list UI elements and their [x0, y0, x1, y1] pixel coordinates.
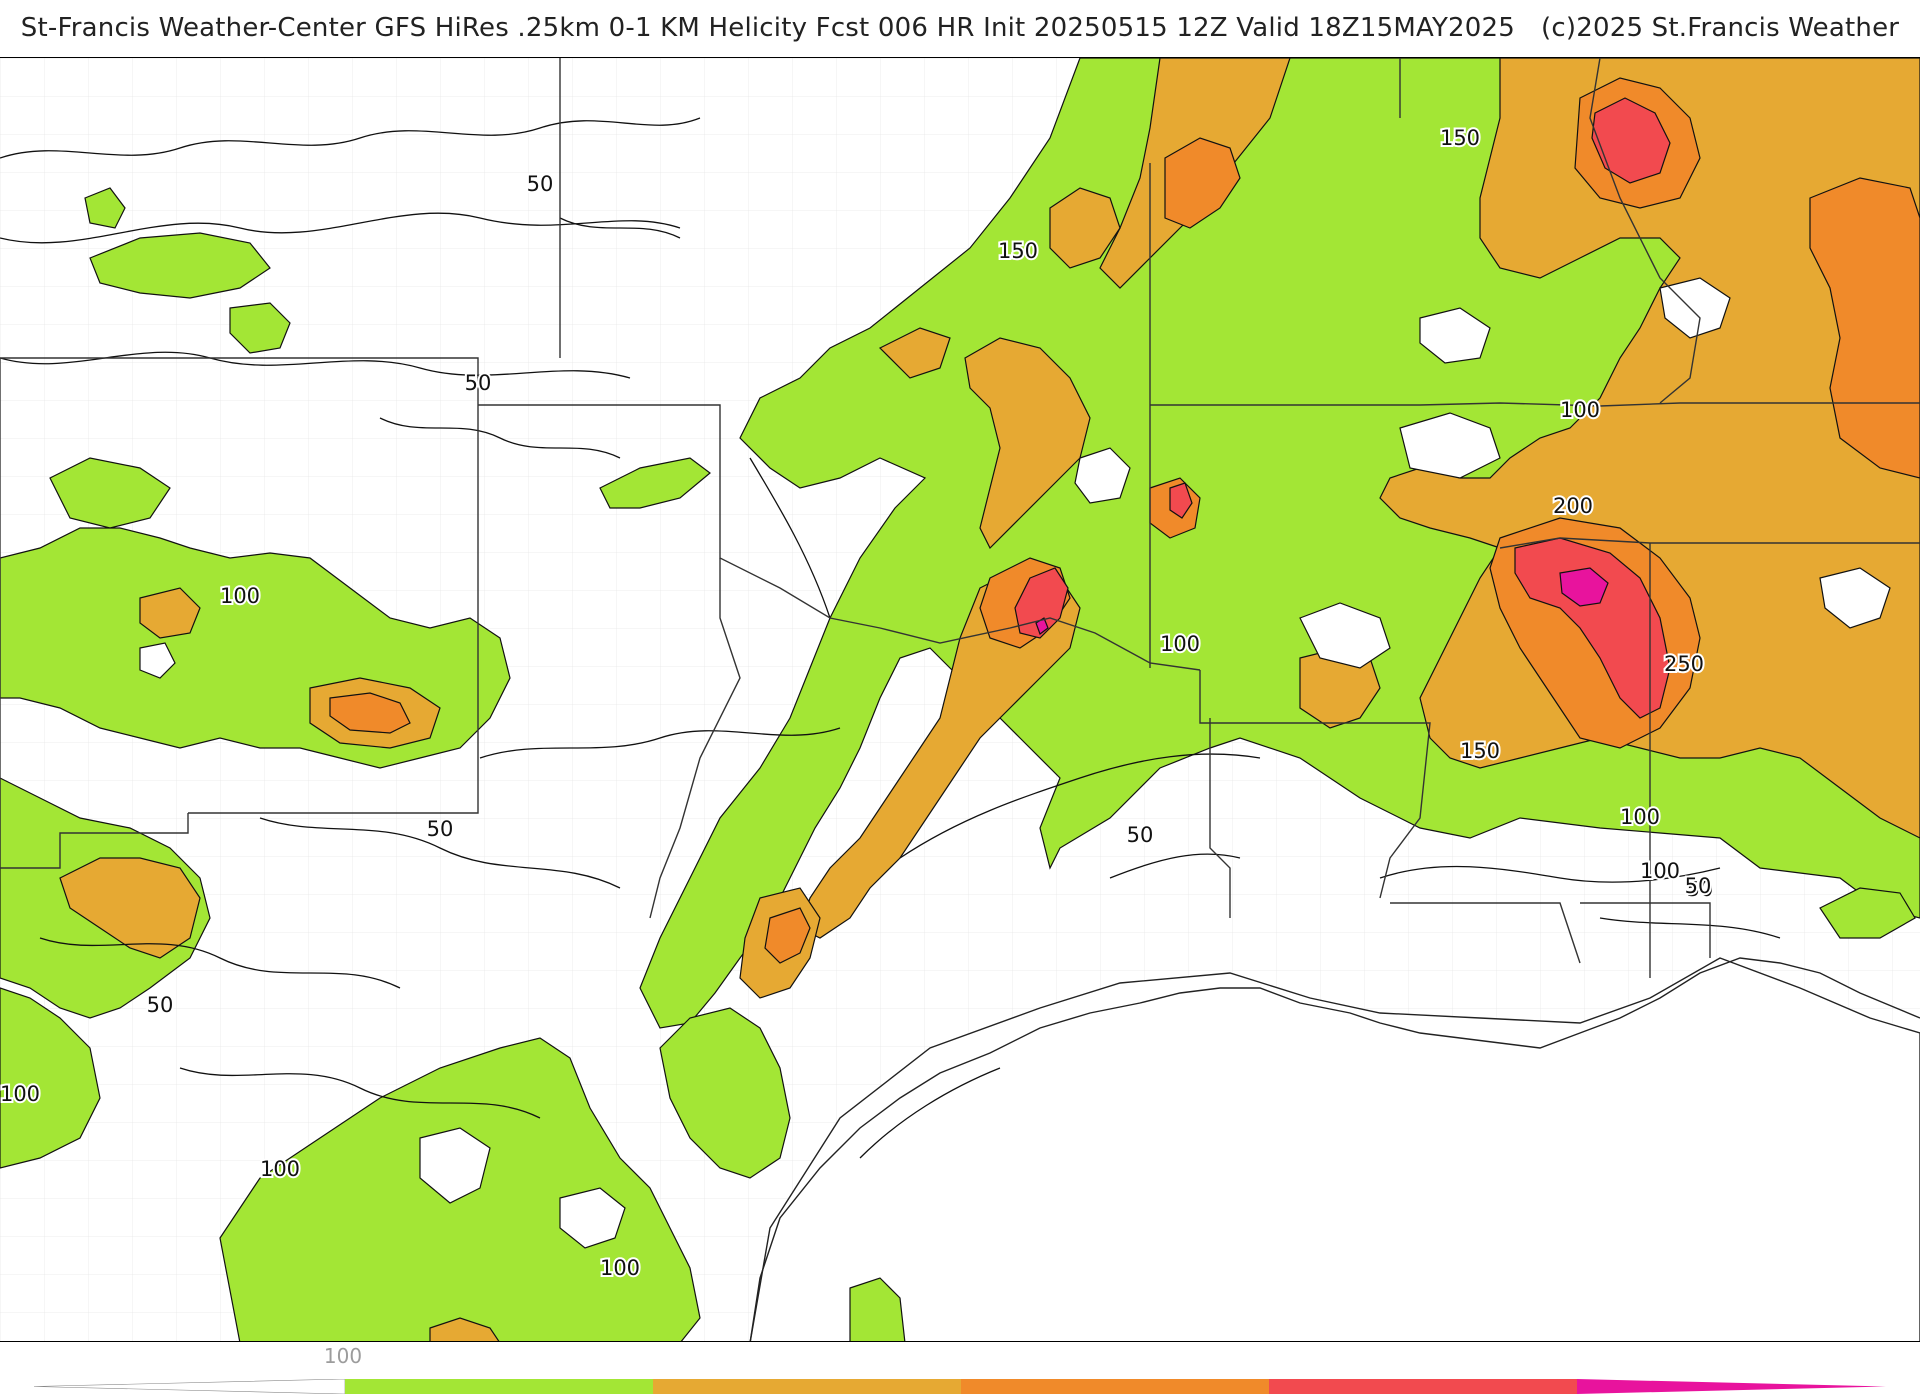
legend-colorbar [34, 1379, 1886, 1394]
map-svg: 50 150 150 50 100 100 50 50 100 200 250 … [0, 58, 1920, 1341]
contour-labels: 50 150 150 50 100 100 50 50 100 200 250 … [0, 124, 1715, 1282]
contour-label-9: 100 [1160, 632, 1200, 656]
contour-label-17: 100 [260, 1157, 300, 1181]
contour-label-8: 50 [1127, 823, 1154, 847]
color-legend: 100 [0, 1342, 1920, 1400]
contour-label-20: 50 [1685, 874, 1712, 898]
map-header: St-Francis Weather-Center GFS HiRes .25k… [0, 0, 1920, 56]
helicity-red-fill [1014, 97, 1671, 719]
gulf-water [749, 957, 1920, 1341]
contour-label-7: 50 [427, 817, 454, 841]
contour-label-19: 100 [1640, 859, 1680, 883]
helicity-isolines [0, 117, 1781, 1159]
contour-label-11: 250 [1664, 652, 1704, 676]
contour-label-16: 100 [0, 1082, 40, 1106]
helicity-magenta-fill [1035, 567, 1609, 635]
contour-label-14: 50 [1687, 877, 1714, 901]
contour-label-6: 100 [220, 584, 260, 608]
low-helicity-contours [139, 277, 1891, 1249]
copyright-text: (c)2025 St.Francis Weather [1541, 13, 1900, 43]
contour-label-4: 50 [465, 371, 492, 395]
contour-label-1: 50 [527, 172, 554, 196]
contour-label-5: 100 [1560, 398, 1600, 422]
contour-label-13: 100 [1620, 805, 1660, 829]
contour-label-2: 150 [998, 239, 1038, 263]
contour-label-18: 100 [600, 1256, 640, 1280]
contour-label-12: 150 [1460, 739, 1500, 763]
gulf-coastline [749, 957, 1920, 1341]
contour-label-3: 150 [1440, 126, 1480, 150]
state-boundaries [0, 58, 1920, 978]
helicity-lightorange-fill [59, 58, 1920, 1341]
legend-tick-label: 100 [323, 1344, 363, 1368]
contour-label-15: 50 [147, 993, 174, 1017]
map-title: St-Francis Weather-Center GFS HiRes .25k… [20, 13, 1516, 43]
helicity-map: 50 150 150 50 100 100 50 50 100 200 250 … [0, 57, 1920, 1342]
contour-label-10: 200 [1553, 494, 1593, 518]
